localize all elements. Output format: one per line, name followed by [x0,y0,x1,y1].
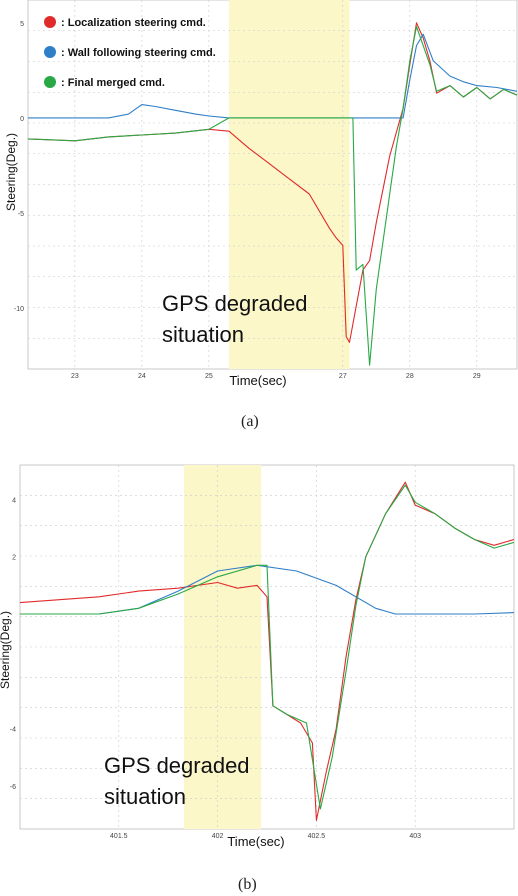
chart-a: 5 0 -5 -10 23 24 25 27 28 29 : Localization stee… [4,0,518,388]
highlight-label-a-line1: GPS degraded [162,291,308,316]
y-tick-label: -4 [10,727,16,734]
y-tick-label: 2 [12,555,16,562]
y-axis-label-a: Steering(Deg.) [4,133,18,211]
chart-b: 4 2 -4 -6 401.5 402 402.5 403 GPS degraded sit… [0,464,515,849]
legend-label-final-merged: : Final merged cmd. [61,77,165,89]
x-axis-label-a: Time(sec) [229,373,286,388]
caption-b: (b) [238,876,257,893]
x-tick-label: 402.5 [308,833,326,840]
x-tick-label: 401.5 [110,833,128,840]
legend-a: : Localization steering cmd. : Wall foll… [44,16,216,89]
x-tick-label: 23 [71,373,79,380]
series-lines-a [27,22,518,366]
highlight-label-b-line2: situation [104,784,186,809]
x-tick-label: 27 [339,373,347,380]
y-tick-label: -10 [14,306,24,313]
y-tick-label: 0 [20,116,24,123]
series-line-localization-steering-cmd [19,481,515,821]
y-tick-label: 4 [12,497,16,504]
series-line-final-merged-cmd [27,26,518,366]
legend-label-localization: : Localization steering cmd. [61,17,206,29]
x-tick-label: 403 [409,833,421,840]
x-tick-label: 28 [406,373,414,380]
x-axis-label-b: Time(sec) [227,834,284,849]
x-tick-label: 29 [473,373,481,380]
legend-label-wall-following: : Wall following steering cmd. [61,47,216,59]
legend-marker-final-merged [44,76,56,88]
x-tick-labels-b: 401.5 402 402.5 403 [110,833,421,840]
y-tick-labels-a: 5 0 -5 -10 [14,21,24,313]
x-tick-labels-a: 23 24 25 27 28 29 [71,373,481,380]
series-lines-b [19,481,515,821]
caption-a: (a) [241,413,259,430]
series-line-final-merged-cmd [20,484,515,810]
series-line-wall-following-steering-cmd [28,33,518,119]
x-tick-label: 402 [212,833,224,840]
x-tick-label: 25 [205,373,213,380]
y-tick-label: 5 [20,21,24,28]
legend-marker-localization [44,16,56,28]
highlight-label-a-line2: situation [162,322,244,347]
highlight-label-b-line1: GPS degraded [104,753,250,778]
y-tick-label: -6 [10,784,16,791]
y-tick-labels-b: 4 2 -4 -6 [10,497,16,791]
grid-b [20,465,514,829]
y-tick-label: -5 [18,211,24,218]
legend-marker-wall-following [44,46,56,58]
y-axis-label-b: Steering(Deg.) [0,611,12,689]
x-tick-label: 24 [138,373,146,380]
